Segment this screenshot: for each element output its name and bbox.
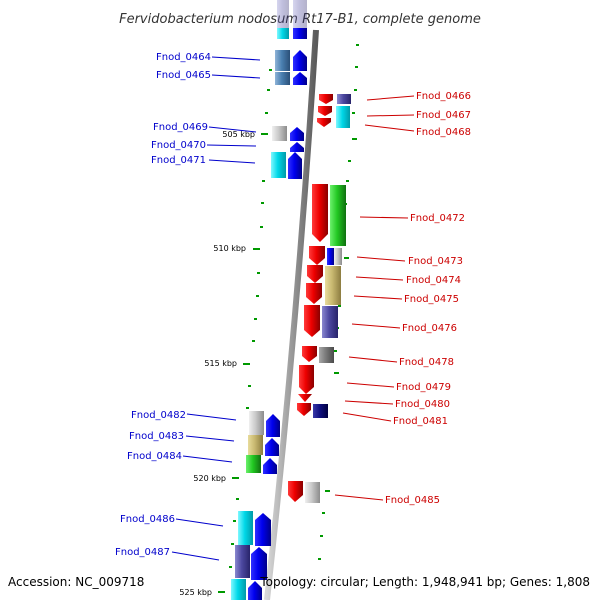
tick-label-520: 520 kbp [193,474,226,483]
gene-label[interactable]: Fnod_0467 [416,110,471,121]
gene-khaki-0474 [325,266,341,305]
tick-label-510: 510 kbp [213,244,246,253]
gene-arrow-Fnod_0480 [298,394,312,402]
gene-label[interactable]: Fnod_0464 [156,52,211,63]
gene-arrow-Fnod_0476 [304,305,320,337]
gene-steel-1 [275,50,290,71]
tick-label-505: 505 kbp [222,130,255,139]
tick-mark-525 [218,591,225,593]
gene-navy-0473 [327,248,334,265]
gene-arrow-Fnod_0464 [293,50,307,71]
gene-arrow-Fnod_0471 [288,152,302,179]
gene-arrow-Fnod_0481 [297,403,311,416]
gene-arrow-Fnod_0473 [309,246,325,265]
gene-arrow-Fnod_0482 [266,414,280,437]
gene-arrow-Fnod_0487 [251,547,267,580]
left-dotted-ring [229,69,272,568]
gene-label[interactable]: Fnod_0485 [385,495,440,506]
gene-arrow-Fnod_0485 [288,481,303,502]
gene-grey-0469 [272,126,287,141]
gene-label[interactable]: Fnod_0471 [151,155,206,166]
gene-label[interactable]: Fnod_0487 [115,547,170,558]
genome-backbone [264,29,319,600]
topology-text: Topology: circular; Length: 1,948,941 bp… [259,575,590,589]
gene-green-0472 [330,185,346,246]
gene-label[interactable]: Fnod_0468 [416,127,471,138]
gene-steel-2 [275,72,290,85]
gene-label[interactable]: Fnod_0481 [393,416,448,427]
gene-green-0484 [246,455,261,473]
accession-text: Accession: NC_009718 [8,575,144,589]
gene-arrow-Fnod_0470 [290,142,304,152]
gene-arrow-Fnod_0483 [265,438,279,456]
forward-strand-genes [231,0,307,600]
gene-label[interactable]: Fnod_0479 [396,382,451,393]
gene-label[interactable]: Fnod_0484 [127,451,182,462]
gene-arrow-Fnod_0478 [302,346,317,362]
gene-cyan-0467 [336,106,350,128]
gene-grey-0473 [334,248,342,265]
gene-arrow-Fnod_0475 [306,283,322,304]
gene-label[interactable]: Fnod_0482 [131,410,186,421]
gene-label[interactable]: Fnod_0473 [408,256,463,267]
gene-cyan-0486 [238,511,253,545]
gene-arrow-Fnod_0479 [299,365,314,394]
gene-label[interactable]: Fnod_0466 [416,91,471,102]
tick-mark-505 [261,133,268,135]
gene-cyan-bottom [231,579,246,600]
left-leader-lines [171,56,261,561]
gene-arrow-bottom [248,581,262,600]
right-leader-lines [334,95,415,501]
gene-dkgrey-0478 [319,347,334,363]
gene-top-left-d [293,0,307,28]
gene-arrow-Fnod_0469 [290,127,304,141]
gene-label[interactable]: Fnod_0480 [395,399,450,410]
gene-label[interactable]: Fnod_0469 [153,122,208,133]
gene-grey-0482 [249,411,264,435]
gene-label[interactable]: Fnod_0474 [406,275,461,286]
gene-label[interactable]: Fnod_0483 [129,431,184,442]
gene-top-left-b [293,28,307,39]
gene-arrow-Fnod_0465 [293,72,307,85]
gene-arrow-Fnod_0486 [255,513,271,546]
gene-navy-0481 [313,404,328,418]
gene-khaki-0483 [248,435,263,455]
gene-slate-0466 [337,94,351,104]
reverse-strand-genes [288,94,351,503]
gene-arrow-Fnod_0484 [263,458,277,474]
gene-arrow-Fnod_0467 [318,106,332,116]
gene-label[interactable]: Fnod_0475 [404,294,459,305]
gene-label[interactable]: Fnod_0478 [399,357,454,368]
gene-label[interactable]: Fnod_0476 [402,323,457,334]
gene-arrow-Fnod_0468 [317,118,331,127]
gene-label[interactable]: Fnod_0486 [120,514,175,525]
gene-slate-0487 [235,545,250,578]
left-gene-labels: Fnod_0464 Fnod_0465 Fnod_0469 Fnod_0470 … [115,52,211,558]
gene-grey-0485 [305,482,320,503]
right-gene-labels: Fnod_0466 Fnod_0467 Fnod_0468 Fnod_0472 … [385,91,471,506]
gene-arrow-Fnod_0466 [319,94,333,104]
tick-mark-510 [253,248,260,250]
gene-top-left-c [277,0,289,28]
gene-top-left-a [277,28,289,39]
gene-slate-0476 [322,306,338,338]
gene-label[interactable]: Fnod_0465 [156,70,211,81]
gene-cyan-0471 [271,152,286,178]
scale-ticks: 505 kbp 510 kbp 515 kbp 520 kbp 525 kbp [179,130,268,597]
gene-arrow-Fnod_0474 [307,265,323,283]
gene-label[interactable]: Fnod_0470 [151,140,206,151]
tick-mark-515 [243,363,250,365]
gene-arrow-Fnod_0472 [312,184,328,242]
tick-label-515: 515 kbp [204,359,237,368]
gene-label[interactable]: Fnod_0472 [410,213,465,224]
tick-mark-520 [232,477,239,479]
tick-label-525: 525 kbp [179,588,212,597]
